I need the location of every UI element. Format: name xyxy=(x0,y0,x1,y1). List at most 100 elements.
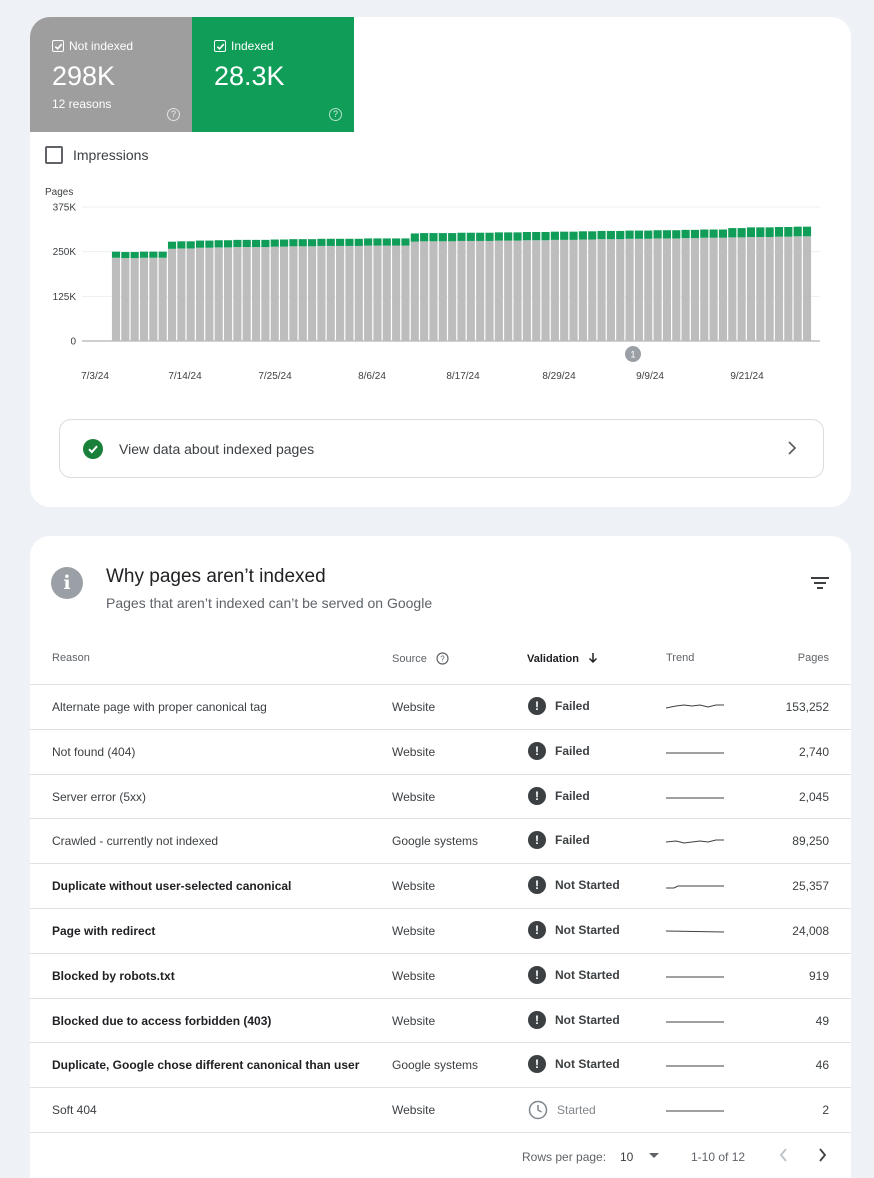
row-reason: Not found (404) xyxy=(52,744,136,759)
trend-sparkline xyxy=(666,930,725,933)
bar-not-indexed xyxy=(345,245,354,341)
exclamation-icon: ! xyxy=(528,1055,546,1074)
bar-not-indexed xyxy=(746,237,756,341)
indexed-tile[interactable]: Indexed 28.3K ? xyxy=(192,17,354,132)
bar-not-indexed xyxy=(466,240,475,341)
row-pages: 2,740 xyxy=(798,744,829,759)
x-tick-label: 9/21/24 xyxy=(730,371,764,382)
exclamation-icon: ! xyxy=(528,831,546,850)
bar-not-indexed xyxy=(606,239,615,341)
row-reason: Blocked by robots.txt xyxy=(52,968,175,983)
table-row[interactable]: Blocked due to access forbidden (403) Web… xyxy=(30,997,851,1043)
bar-not-indexed xyxy=(280,246,289,341)
bar-not-indexed xyxy=(765,237,774,341)
rows-per-page-select[interactable]: 10 xyxy=(620,1150,659,1164)
indexed-label: Indexed xyxy=(231,39,274,53)
row-source: Website xyxy=(392,968,436,983)
table-row[interactable]: Soft 404 Website Started 2 xyxy=(30,1087,851,1132)
view-indexed-pages-link[interactable]: View data about indexed pages xyxy=(59,419,824,478)
bar-not-indexed xyxy=(784,236,793,341)
table-row[interactable]: Crawled - currently not indexed Google sy… xyxy=(30,818,851,863)
row-validation: ! Not Started xyxy=(528,1010,620,1029)
bar-not-indexed xyxy=(793,236,802,341)
header-reason[interactable]: Reason xyxy=(52,652,90,664)
bar-indexed xyxy=(634,230,643,239)
bar-indexed xyxy=(541,232,550,241)
table-row[interactable]: Blocked by robots.txt Website! Not Started… xyxy=(30,952,851,998)
bar-not-indexed xyxy=(242,247,251,341)
bar-indexed xyxy=(167,241,177,249)
next-page-button[interactable] xyxy=(818,1148,827,1165)
bar-not-indexed xyxy=(588,239,597,341)
row-validation: ! Not Started xyxy=(528,876,620,895)
bar-indexed xyxy=(308,239,317,247)
header-source[interactable]: Source ? xyxy=(392,652,449,665)
annotation-marker xyxy=(625,346,641,362)
trend-sparkline xyxy=(666,704,724,709)
table-row[interactable]: Duplicate, Google chose different canoni… xyxy=(30,1042,851,1087)
row-source: Website xyxy=(392,744,436,759)
not-indexed-header: Not indexed xyxy=(52,39,133,53)
impressions-toggle[interactable]: Impressions xyxy=(45,146,148,164)
validation-status: Failed xyxy=(555,743,590,758)
table-row[interactable]: Duplicate without user-selected canonica… xyxy=(30,863,851,908)
bar-indexed xyxy=(336,238,345,246)
row-reason: Duplicate without user-selected canonica… xyxy=(52,879,292,894)
bar-indexed xyxy=(186,241,195,249)
help-icon[interactable]: ? xyxy=(167,108,180,121)
filter-icon[interactable] xyxy=(811,576,829,590)
bar-not-indexed xyxy=(139,257,149,341)
bar-not-indexed xyxy=(121,258,130,341)
rows-per-page-label: Rows per page: xyxy=(522,1150,607,1164)
table-row[interactable]: Not found (404) Website! Failed 2,740 xyxy=(30,728,851,774)
row-pages: 46 xyxy=(815,1058,829,1073)
row-reason: Page with redirect xyxy=(52,924,156,938)
prev-page-button[interactable] xyxy=(779,1148,788,1165)
table-row[interactable]: Alternate page with proper canonical tag… xyxy=(30,684,851,729)
bar-indexed xyxy=(251,239,261,248)
bar-indexed xyxy=(476,232,485,241)
row-reason: Duplicate, Google chose different canoni… xyxy=(52,1058,360,1073)
bar-not-indexed xyxy=(737,237,746,341)
row-validation: ! Failed xyxy=(528,831,590,850)
bar-indexed xyxy=(121,252,130,259)
chevron-right-icon xyxy=(819,1148,827,1162)
checkbox-icon[interactable] xyxy=(45,146,63,164)
header-pages[interactable]: Pages xyxy=(797,652,829,664)
row-validation: Started xyxy=(528,1100,596,1120)
trend-sparkline xyxy=(666,885,724,889)
info-icon: i xyxy=(51,567,83,599)
x-tick-label: 8/6/24 xyxy=(358,371,386,382)
row-source: Website xyxy=(392,1013,436,1028)
row-pages: 49 xyxy=(815,1013,829,1028)
bar-indexed xyxy=(550,231,559,240)
annotation-label: 1 xyxy=(630,350,635,360)
bar-indexed xyxy=(560,231,569,240)
not-indexed-tile[interactable]: Not indexed 298K 12 reasons ? xyxy=(30,17,192,132)
bar-not-indexed xyxy=(214,247,223,341)
row-pages: 919 xyxy=(808,968,829,983)
bar-indexed xyxy=(662,230,672,239)
bar-not-indexed xyxy=(476,240,485,341)
table-row[interactable]: Page with redirect Website! Not Started 24,… xyxy=(30,908,851,953)
bar-indexed xyxy=(139,251,149,258)
exclamation-icon: ! xyxy=(528,697,546,715)
x-tick-label: 9/9/24 xyxy=(636,371,664,382)
bar-indexed xyxy=(709,229,718,238)
x-tick-label: 7/3/24 xyxy=(81,371,109,382)
header-validation[interactable]: Validation xyxy=(527,652,599,665)
bar-indexed xyxy=(700,229,709,238)
help-icon[interactable]: ? xyxy=(436,652,449,665)
bar-not-indexed xyxy=(690,238,700,341)
bar-not-indexed xyxy=(578,239,587,341)
checkbox-checked-icon[interactable] xyxy=(52,40,64,52)
checkbox-checked-icon[interactable] xyxy=(214,40,226,52)
row-pages: 89,250 xyxy=(792,834,829,849)
bar-indexed xyxy=(317,238,326,246)
table-row[interactable]: Server error (5xx) Website! Failed 2,045 xyxy=(30,773,851,819)
row-reason: Blocked due to access forbidden (403) xyxy=(52,1013,272,1028)
trend-sparkline xyxy=(666,1021,724,1023)
help-icon[interactable]: ? xyxy=(329,108,342,121)
trend-sparkline xyxy=(666,752,724,754)
y-tick-label: 125K xyxy=(53,292,77,303)
